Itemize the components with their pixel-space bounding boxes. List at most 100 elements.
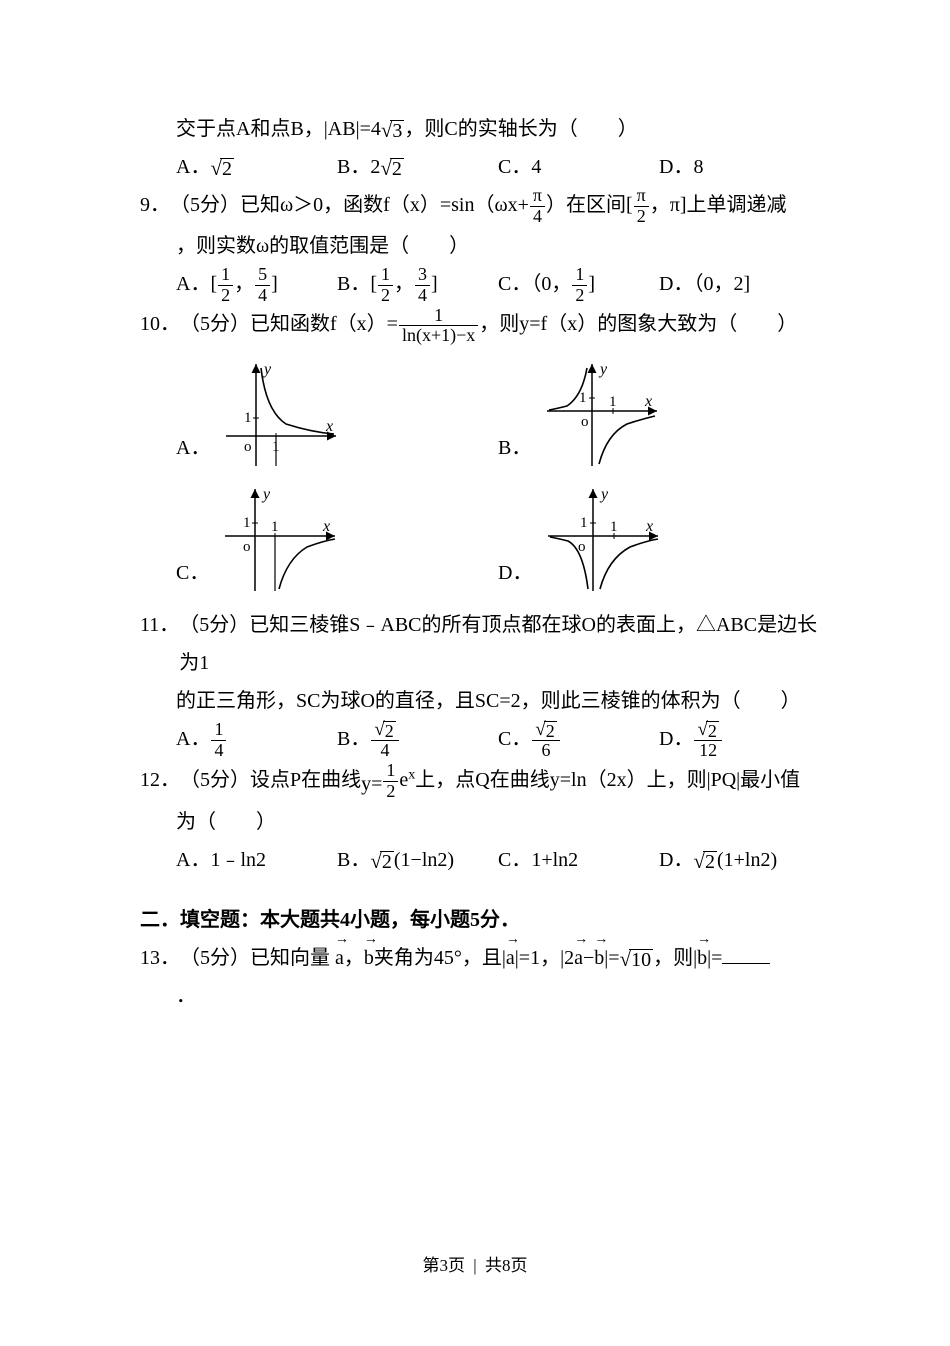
fraction: 212 [694, 720, 721, 761]
vector-b-icon: b [364, 939, 374, 977]
root-icon: 2 [380, 158, 404, 179]
fraction: 34 [415, 265, 430, 306]
svg-text:1: 1 [271, 519, 279, 535]
vector-b-icon: b [594, 939, 604, 977]
q12-opt-a: A．1﹣ln2 [176, 841, 337, 879]
fraction: π4 [530, 186, 545, 227]
q9: 9． （5分）已知ω＞0，函数f（x）=sin（ωx+π4）在区间[π2，π]上… [140, 186, 820, 227]
fraction: 24 [371, 720, 398, 761]
svg-text:x: x [645, 518, 653, 535]
q12-opt-d: D．2(1+ln2) [659, 841, 820, 879]
q9-opt-d: D．（0，2] [659, 265, 820, 306]
q8-options: A．2 B．22 C．4 D．8 [140, 148, 820, 186]
q8-opt-a: A．2 [176, 148, 337, 186]
q8-continuation: 交于点A和点B，|AB|=43，则C的实轴长为（ ） [140, 110, 820, 148]
vector-a-icon: a [506, 939, 515, 977]
svg-text:1: 1 [609, 394, 617, 410]
q8-opt-d: D．8 [659, 148, 820, 186]
q10-graph-c: C． y x o 1 1 [176, 481, 498, 596]
fraction: 12 [378, 265, 393, 306]
page: 交于点A和点B，|AB|=43，则C的实轴长为（ ） A．2 B．22 C．4 … [0, 0, 950, 1346]
root-icon: 2 [374, 721, 395, 740]
graph-c-icon: y x o 1 1 [215, 481, 345, 596]
q12-number: 12． [140, 769, 180, 791]
q12-points: （5分） [180, 769, 250, 791]
q8-opt-c: C．4 [498, 148, 659, 186]
fraction: 12 [572, 265, 587, 306]
svg-text:1: 1 [579, 390, 587, 406]
q11-opt-c: C．26 [498, 720, 659, 761]
q9-cont: ，则实数ω的取值范围是（ ） [140, 227, 820, 265]
q10-graph-d: D． y x o 1 1 [498, 481, 820, 596]
root-icon: 10 [620, 949, 654, 970]
root-icon: 2 [370, 851, 394, 872]
q10-graph-b: B． y x o 1 1 [498, 356, 820, 471]
q11-opt-a: A．14 [176, 720, 337, 761]
q12-cont: 为（ ） [140, 803, 820, 841]
svg-text:1: 1 [243, 515, 251, 531]
q9-opt-b: B．[12，34] [337, 265, 498, 306]
q11-number: 11． [140, 614, 179, 636]
q10-label-c: C． [176, 554, 209, 592]
graph-a-icon: y x o 1 1 [216, 356, 346, 471]
svg-text:y: y [598, 361, 608, 378]
graph-b-icon: y x o 1 1 [537, 356, 667, 471]
q10-label-b: B． [498, 429, 531, 467]
section-2-heading: 二．填空题：本大题共4小题，每小题5分． [140, 901, 820, 939]
fraction: π2 [634, 186, 649, 227]
svg-text:x: x [322, 518, 330, 535]
q13-period: ． [140, 977, 820, 1015]
q9-points: （5分） [170, 194, 240, 216]
fraction: 14 [211, 720, 226, 761]
page-footer: 第3页 | 共8页 [0, 1250, 950, 1282]
q12-options: A．1﹣ln2 B．2(1−ln2) C．1+ln2 D．2(1+ln2) [140, 841, 820, 879]
svg-text:o: o [244, 439, 252, 455]
q8-text: 交于点A和点B，|AB|=4 [176, 118, 381, 140]
q12: 12． （5分）设点P在曲线y=12ex上，点Q在曲线y=ln（2x）上，则|P… [140, 761, 820, 803]
fraction: 12 [218, 265, 233, 306]
fraction: 1ln(x+1)−x [399, 306, 478, 347]
svg-text:x: x [644, 393, 652, 410]
svg-text:y: y [262, 361, 272, 378]
q12-opt-c: C．1+ln2 [498, 841, 659, 879]
q11-cont: 的正三角形，SC为球O的直径，且SC=2，则此三棱锥的体积为（ ） [140, 682, 820, 720]
q13-points: （5分） [180, 947, 250, 969]
vector-a-icon: a [335, 939, 344, 977]
fraction: 12 [383, 761, 398, 802]
fraction: 54 [255, 265, 270, 306]
fraction: 26 [532, 720, 559, 761]
root-icon: 3 [381, 120, 405, 141]
q10-label-d: D． [498, 554, 532, 592]
q11-points: （5分） [179, 614, 249, 636]
q10: 10． （5分）已知函数f（x）=1ln(x+1)−x，则y=f（x）的图象大致… [140, 305, 820, 346]
q10-label-a: A． [176, 429, 210, 467]
q11-opt-d: D．212 [659, 720, 820, 761]
vector-b-icon: b [697, 939, 707, 977]
svg-text:y: y [599, 486, 609, 503]
blank-answer [722, 963, 770, 964]
svg-text:o: o [581, 414, 589, 430]
q12-opt-b: B．2(1−ln2) [337, 841, 498, 879]
q11-options: A．14 B．24 C．26 D．212 [140, 720, 820, 761]
root-icon: 2 [535, 721, 556, 740]
graph-d-icon: y x o 1 1 [538, 481, 668, 596]
svg-text:1: 1 [244, 410, 252, 426]
q8-opt-b: B．22 [337, 148, 498, 186]
root-icon: 2 [693, 851, 717, 872]
svg-text:o: o [243, 539, 251, 555]
svg-text:1: 1 [610, 519, 618, 535]
svg-text:y: y [261, 486, 271, 503]
q10-graph-row-1: A． y x o 1 1 B． [140, 356, 820, 471]
q11-opt-b: B．24 [337, 720, 498, 761]
root-icon: 2 [210, 158, 234, 179]
q11-text1: 已知三棱锥S﹣ABC的所有顶点都在球O的表面上，△ABC是边长为1 [179, 614, 817, 674]
q9-opt-c: C．（0，12] [498, 265, 659, 306]
root-icon: 2 [697, 721, 718, 740]
svg-text:1: 1 [580, 515, 588, 531]
q11: 11． （5分）已知三棱锥S﹣ABC的所有顶点都在球O的表面上，△ABC是边长为… [140, 606, 820, 682]
q10-graph-row-2: C． y x o 1 1 D． y x [140, 481, 820, 596]
q10-number: 10． [140, 313, 180, 335]
q9-options: A．[12，54] B．[12，34] C．（0，12] D．（0，2] [140, 265, 820, 306]
q8-text2: ，则C的实轴长为（ ） [404, 118, 637, 140]
q10-graph-a: A． y x o 1 1 [176, 356, 498, 471]
